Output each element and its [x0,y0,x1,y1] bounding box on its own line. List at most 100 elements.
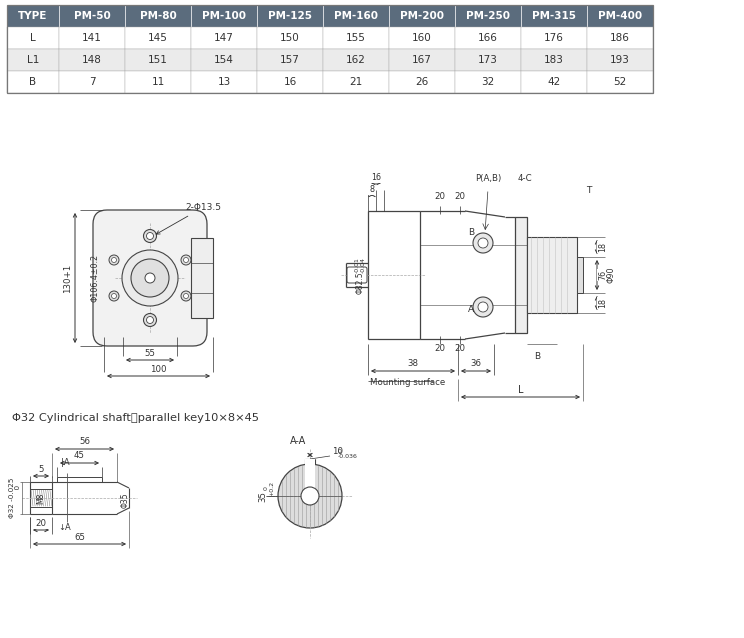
Text: 13: 13 [217,77,231,87]
Bar [389,27,455,49]
Text: 42: 42 [548,77,561,87]
Circle shape [144,313,156,327]
Bar [191,238,213,318]
Bar [455,27,521,49]
Text: 20: 20 [455,192,466,201]
Text: B: B [468,228,474,237]
Text: 162: 162 [346,55,366,65]
Circle shape [473,297,493,317]
Text: 45: 45 [74,452,85,461]
Text: 35: 35 [258,491,268,501]
Bar [323,71,389,93]
Circle shape [131,259,169,297]
Text: 157: 157 [280,55,300,65]
Text: 130+1: 130+1 [63,263,72,293]
Text: PM-400: PM-400 [598,11,642,21]
Text: 173: 173 [478,55,498,65]
Text: 10: 10 [332,447,343,456]
Text: 56: 56 [79,438,90,447]
Text: 36: 36 [470,359,481,369]
Text: 160: 160 [412,33,432,43]
Circle shape [181,291,191,301]
Text: L: L [518,385,523,395]
Bar [389,71,455,93]
Circle shape [109,291,119,301]
Text: 20: 20 [434,192,446,201]
Bar [455,71,521,93]
Text: Φ32 -0.025
          0: Φ32 -0.025 0 [8,478,22,518]
Text: 8: 8 [370,184,374,193]
Bar [7,5,653,93]
Circle shape [112,258,117,262]
Circle shape [144,230,156,242]
Text: 141: 141 [82,33,102,43]
Bar [521,27,587,49]
Circle shape [278,464,342,528]
Text: 21: 21 [350,77,362,87]
Text: 55: 55 [144,348,155,357]
Text: 151: 151 [148,55,168,65]
Bar [515,217,527,333]
Text: 4-C: 4-C [518,174,532,183]
Text: 20: 20 [434,344,446,353]
FancyBboxPatch shape [347,267,367,283]
Text: 148: 148 [82,55,102,65]
Text: B: B [30,77,36,87]
Bar [257,49,323,71]
Bar [455,5,521,27]
Circle shape [181,255,191,265]
Bar [191,71,257,93]
Text: ↓A: ↓A [59,523,71,532]
Text: 20: 20 [455,344,466,353]
Text: Mounting surface: Mounting surface [370,378,445,387]
Bar [577,257,583,293]
Bar [323,27,389,49]
Text: PM-315: PM-315 [532,11,576,21]
Text: 147: 147 [214,33,234,43]
Bar [389,49,455,71]
Bar [521,49,587,71]
Text: B: B [534,352,540,361]
Text: 16: 16 [371,172,381,181]
Circle shape [473,233,493,253]
Bar [125,71,191,93]
Text: |A: |A [61,458,69,467]
Bar [7,5,59,27]
Bar [125,49,191,71]
Text: 11: 11 [151,77,164,87]
Text: 52: 52 [613,77,626,87]
Text: 0
+0.2: 0 +0.2 [263,480,275,496]
Bar [191,5,257,27]
Circle shape [147,316,153,323]
Text: 32: 32 [481,77,495,87]
Text: -0.01
-0.04: -0.01 -0.04 [355,257,365,273]
Circle shape [184,293,188,299]
Bar [257,71,323,93]
Text: Φ82.5: Φ82.5 [356,272,365,294]
Text: 0
-0.036: 0 -0.036 [338,449,358,459]
Bar [7,27,59,49]
Text: Φ32 Cylindrical shaft，parallel key10×8×45: Φ32 Cylindrical shaft，parallel key10×8×4… [12,413,259,423]
Bar [191,27,257,49]
Bar [323,49,389,71]
Text: PM-160: PM-160 [334,11,378,21]
Circle shape [122,250,178,306]
Bar [125,27,191,49]
Text: 2-Φ13.5: 2-Φ13.5 [156,203,221,234]
FancyBboxPatch shape [93,210,207,346]
Bar [191,49,257,71]
Text: PM-50: PM-50 [74,11,110,21]
Text: M8: M8 [36,493,45,503]
Text: 16: 16 [283,77,297,87]
Text: L: L [30,33,36,43]
Bar [59,5,125,27]
Text: PM-100: PM-100 [202,11,246,21]
Text: 166: 166 [478,33,498,43]
Text: 18: 18 [598,298,608,308]
Circle shape [109,255,119,265]
Bar [587,71,653,93]
Text: TYPE: TYPE [19,11,48,21]
Text: 7: 7 [89,77,95,87]
Bar [521,71,587,93]
Text: L1: L1 [27,55,39,65]
